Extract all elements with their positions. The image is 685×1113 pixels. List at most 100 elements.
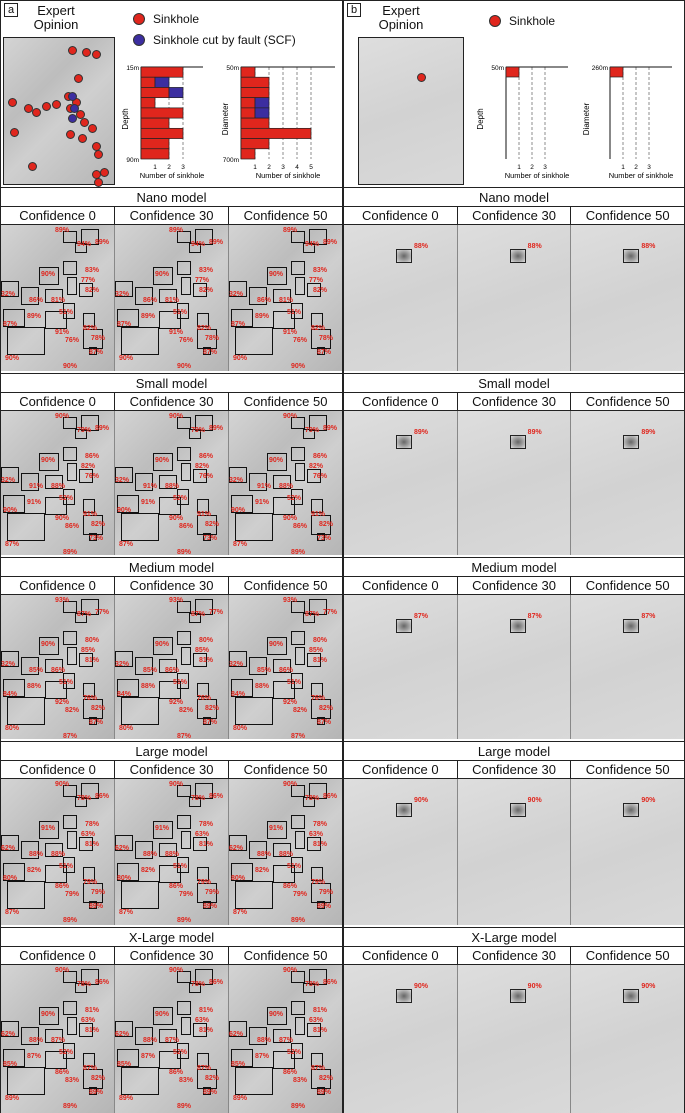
histogram-tick-label: 5 xyxy=(309,164,313,171)
confidence-percentage: 90% xyxy=(177,363,192,370)
confidence-percentage: 89% xyxy=(63,1103,78,1110)
detection-box xyxy=(303,243,315,253)
detection-box xyxy=(45,475,63,489)
confidence-percentage: 91% xyxy=(83,511,98,518)
confidence-percentage: 91% xyxy=(29,483,44,490)
sinkhole-marker xyxy=(32,108,41,117)
histogram-bar-sinkhole xyxy=(240,76,270,88)
detection-box xyxy=(267,637,287,655)
detection-box xyxy=(63,601,77,613)
confidence-percentage: 86% xyxy=(313,453,328,460)
confidence-percentage: 77% xyxy=(195,277,210,284)
confidence-percentage: 90% xyxy=(41,457,56,464)
confidence-percentage: 79% xyxy=(197,879,212,886)
detection-box xyxy=(273,497,295,515)
confidence-percentage: 81% xyxy=(85,657,100,664)
confidence-percentage: 51% xyxy=(287,863,302,870)
confidence-percentage: 86% xyxy=(199,453,214,460)
expert-opinion-title-b: Expert Opinion xyxy=(366,4,436,32)
confidence-label: Confidence 30 xyxy=(458,947,572,964)
confidence-percentage: 85% xyxy=(231,1061,246,1068)
detection-box xyxy=(317,347,325,355)
detection-box xyxy=(79,469,93,483)
detection-box xyxy=(63,417,77,429)
confidence-percentage: 81% xyxy=(199,841,214,848)
detection-box xyxy=(177,1043,189,1059)
histogram-tick-label: 1 xyxy=(621,164,625,171)
confidence-percentage: 81% xyxy=(199,657,214,664)
detection-box xyxy=(83,867,95,881)
histogram-bar-sinkhole xyxy=(140,107,184,119)
confidence-percentage: 79% xyxy=(65,891,80,898)
confidence-percentage: 89% xyxy=(209,239,224,246)
confidence-percentage: 87% xyxy=(89,719,104,726)
confidence-percentage: 78% xyxy=(319,335,334,342)
detection-box xyxy=(235,327,273,355)
confidence-percentage: 86% xyxy=(95,979,110,986)
detection-map: 87% xyxy=(457,595,572,739)
detection-box xyxy=(273,681,295,699)
confidence-label: Confidence 50 xyxy=(585,762,670,777)
detection-box xyxy=(197,683,209,697)
histogram-tick-label: 2 xyxy=(530,164,534,171)
histogram-tick-label: 4 xyxy=(295,164,299,171)
detection-box xyxy=(159,1051,181,1069)
confidence-percentage: 86% xyxy=(257,297,272,304)
detection-box xyxy=(189,429,201,439)
confidence-percentage: 90% xyxy=(169,515,184,522)
detection-box xyxy=(83,329,103,349)
model-title: Medium model xyxy=(1,557,342,577)
maps-row: 90% 90% 90% xyxy=(344,779,685,925)
confidence-percentage: 90% xyxy=(41,641,56,648)
confidence-percentage: 81% xyxy=(313,1027,328,1034)
detection-box xyxy=(307,469,321,483)
confidence-percentage: 88% xyxy=(257,851,272,858)
confidence-header-row: Confidence 0 Confidence 30 Confidence 50 xyxy=(1,761,342,779)
sinkhole-marker xyxy=(8,98,17,107)
confidence-percentage: 89% xyxy=(141,313,156,320)
confidence-percentage: 79% xyxy=(191,427,206,434)
detection-box xyxy=(159,289,177,303)
detection-box xyxy=(396,435,412,449)
confidence-percentage: 89% xyxy=(203,1089,218,1096)
confidence-percentage: 79% xyxy=(77,427,92,434)
confidence-percentage: 62% xyxy=(1,1031,16,1038)
detection-box xyxy=(193,283,207,297)
confidence-percentage: 76% xyxy=(85,473,100,480)
confidence-percentage: 93% xyxy=(55,597,70,604)
panel-a: a Expert Opinion Sinkhole Sinkhole cut b… xyxy=(0,0,343,1113)
detection-map: 93% 87% 77% 90% 80% 32% 85% 86% 85% 51% 81% 84% 88% 8… xyxy=(1,595,115,739)
detection-box xyxy=(89,347,97,355)
detection-box xyxy=(121,697,159,725)
confidence-percentage: 87% xyxy=(5,541,20,548)
detection-box xyxy=(195,599,213,615)
detection-box xyxy=(273,865,295,883)
confidence-percentage: 83% xyxy=(313,267,328,274)
detection-box xyxy=(311,883,331,903)
confidence-percentage: 90% xyxy=(283,781,298,788)
confidence-percentage: 86% xyxy=(55,883,70,890)
confidence-percentage: 86% xyxy=(209,793,224,800)
confidence-percentage: 82% xyxy=(85,287,100,294)
histogram-bar-sinkhole xyxy=(240,97,256,109)
confidence-percentage: 87% xyxy=(291,733,306,739)
detection-box xyxy=(45,843,63,857)
detection-box xyxy=(309,415,327,431)
confidence-percentage: 90% xyxy=(55,515,70,522)
detection-box xyxy=(3,309,25,327)
detection-box xyxy=(159,475,177,489)
confidence-percentage: 88% xyxy=(279,851,294,858)
confidence-label: Confidence 0 xyxy=(1,207,115,224)
confidence-percentage: 87% xyxy=(641,613,656,620)
sinkhole-marker xyxy=(417,73,426,82)
detection-box xyxy=(83,699,103,719)
confidence-percentage: 89% xyxy=(95,239,110,246)
confidence-percentage: 62% xyxy=(115,845,130,852)
model-section: Medium model Confidence 0 Confidence 30 Con… xyxy=(344,557,685,739)
confidence-percentage: 90% xyxy=(527,797,542,804)
confidence-percentage: 89% xyxy=(317,903,332,910)
detection-box xyxy=(159,497,181,515)
model-section: Large model Confidence 0 Confidence 30 Conf… xyxy=(344,741,685,925)
confidence-percentage: 78% xyxy=(191,795,206,802)
confidence-percentage: 76% xyxy=(83,695,98,702)
